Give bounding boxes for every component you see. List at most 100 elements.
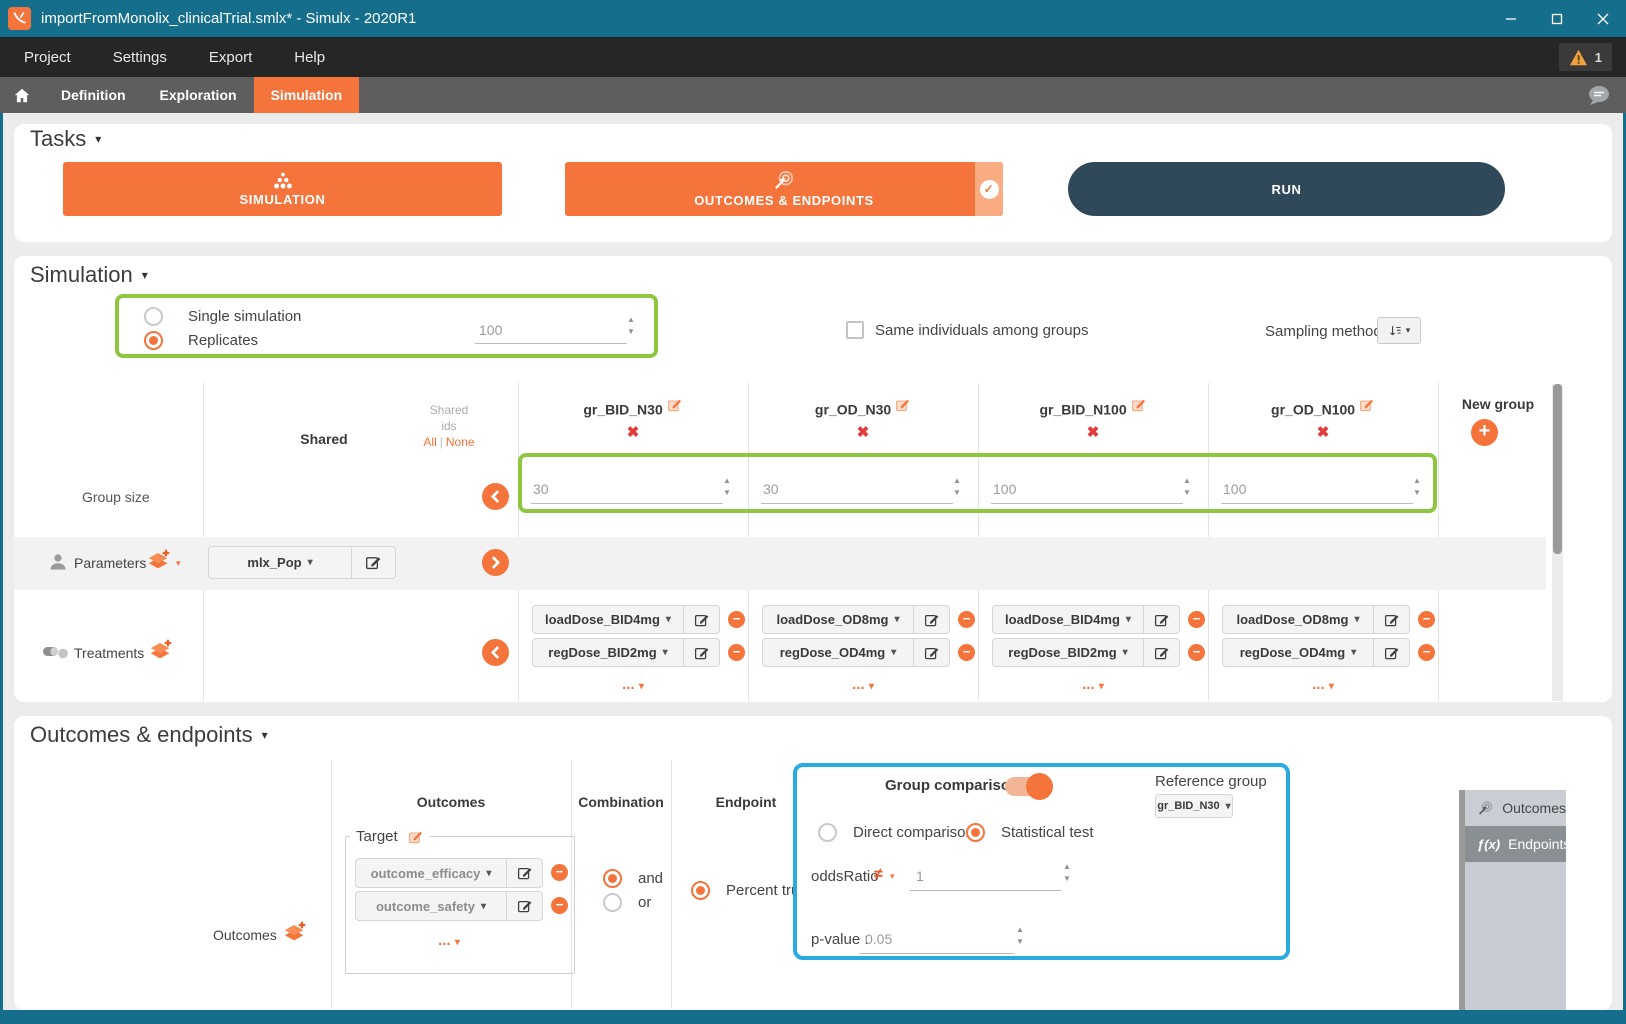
same-individuals-checkbox[interactable] [846, 321, 864, 339]
edit-target-icon[interactable] [408, 829, 424, 845]
table-scrollbar[interactable] [1552, 384, 1563, 701]
menu-help[interactable]: Help [294, 48, 326, 66]
stepper-down-icon[interactable]: ▼ [627, 327, 635, 336]
rename-group-icon[interactable] [895, 397, 911, 413]
group-size-input[interactable]: 100 [993, 481, 1017, 497]
simulation-collapse-caret[interactable]: ▾ [141, 268, 148, 282]
tab-simulation[interactable]: Simulation [253, 77, 360, 113]
tab-definition[interactable]: Definition [61, 87, 126, 103]
treatment-dropdown[interactable]: regDose_OD4mg [1222, 638, 1374, 667]
shared-all-link[interactable]: All [423, 435, 437, 449]
home-button[interactable] [0, 77, 44, 113]
collapse-treatments-chevron[interactable] [482, 639, 509, 666]
direct-comparison-radio[interactable] [818, 823, 837, 842]
group-size-stepper[interactable]: ▲ ▼ [1183, 477, 1191, 497]
treatment-dropdown[interactable]: regDose_OD4mg [762, 638, 914, 667]
edit-outcome-button[interactable] [507, 858, 543, 888]
remove-outcome-button[interactable]: − [551, 897, 568, 914]
group-size-stepper[interactable]: ▲ ▼ [1413, 477, 1421, 497]
edit-treatment-button[interactable] [684, 605, 720, 634]
group-size-input[interactable]: 100 [1223, 481, 1247, 497]
treatment-dropdown[interactable]: loadDose_OD8mg [1222, 605, 1374, 634]
replicates-stepper[interactable]: ▲ ▼ [627, 316, 635, 336]
maximize-button[interactable] [1534, 0, 1580, 37]
more-treatments-link[interactable]: ... ▾ [622, 676, 644, 693]
menu-project[interactable]: Project [24, 48, 71, 66]
stepper-down-icon[interactable]: ▼ [953, 488, 961, 497]
outcome-dropdown[interactable]: outcome_efficacy [355, 858, 507, 888]
warnings-indicator[interactable]: 1 [1558, 43, 1612, 71]
stepper-up-icon[interactable]: ▲ [1183, 476, 1191, 485]
edit-treatment-button[interactable] [1374, 638, 1410, 667]
combination-and-radio[interactable] [603, 869, 622, 888]
stepper-up-icon[interactable]: ▲ [627, 315, 635, 324]
edit-parameter-button[interactable] [352, 546, 396, 579]
sampling-method-dropdown[interactable]: ▾ [1377, 317, 1421, 344]
group-size-input[interactable]: 30 [763, 481, 779, 497]
delete-group-button[interactable]: ✖ [626, 424, 640, 441]
remove-treatment-button[interactable]: − [958, 644, 975, 661]
odds-ratio-operator-dropdown[interactable]: ≠ [874, 866, 883, 883]
edit-outcome-button[interactable] [507, 891, 543, 921]
combination-or-radio[interactable] [603, 893, 622, 912]
rename-group-icon[interactable] [1359, 397, 1375, 413]
menu-export[interactable]: Export [208, 48, 253, 66]
treatment-dropdown[interactable]: regDose_BID2mg [532, 638, 684, 667]
remove-treatment-button[interactable]: − [1418, 644, 1435, 661]
group-size-stepper[interactable]: ▲ ▼ [953, 477, 961, 497]
treatment-dropdown[interactable]: loadDose_OD8mg [762, 605, 914, 634]
edit-treatment-button[interactable] [914, 605, 950, 634]
more-outcomes-link[interactable]: ... ▾ [438, 932, 460, 949]
add-layers-icon[interactable] [146, 548, 172, 572]
stepper-up-icon[interactable]: ▲ [1413, 476, 1421, 485]
remove-treatment-button[interactable]: − [1418, 611, 1435, 628]
tasks-collapse-caret[interactable]: ▾ [95, 132, 102, 146]
stepper-down-icon[interactable]: ▼ [1063, 874, 1071, 883]
group-comparison-toggle[interactable] [1005, 773, 1053, 800]
rename-group-icon[interactable] [667, 397, 683, 413]
feedback-bubble-icon[interactable] [1586, 83, 1612, 112]
add-group-button[interactable]: + [1471, 419, 1498, 446]
expand-parameters-chevron[interactable] [482, 549, 509, 576]
outcome-dropdown[interactable]: outcome_safety [355, 891, 507, 921]
outcomes-task-button[interactable]: OUTCOMES & ENDPOINTS ✓ [565, 162, 1003, 216]
edit-treatment-button[interactable] [684, 638, 720, 667]
treatment-dropdown[interactable]: regDose_BID2mg [992, 638, 1144, 667]
stepper-up-icon[interactable]: ▲ [1016, 925, 1024, 934]
percent-true-radio[interactable] [691, 881, 710, 900]
run-button[interactable]: RUN [1068, 162, 1505, 216]
shared-none-link[interactable]: None [445, 435, 475, 449]
outcomes-collapse-caret[interactable]: ▾ [261, 728, 268, 742]
close-button[interactable] [1580, 0, 1626, 37]
remove-treatment-button[interactable]: − [1188, 644, 1205, 661]
sidebar-tab-outcomes[interactable]: Outcomes [1465, 790, 1566, 826]
remove-treatment-button[interactable]: − [728, 644, 745, 661]
delete-group-button[interactable]: ✖ [1086, 424, 1100, 441]
replicates-count-input[interactable]: 100 [479, 322, 503, 338]
stepper-down-icon[interactable]: ▼ [1183, 488, 1191, 497]
add-layers-icon[interactable] [282, 920, 308, 944]
reference-group-dropdown[interactable]: gr_BID_N30 [1155, 794, 1233, 818]
remove-treatment-button[interactable]: − [1188, 611, 1205, 628]
stepper-up-icon[interactable]: ▲ [953, 476, 961, 485]
stepper-up-icon[interactable]: ▲ [723, 476, 731, 485]
edit-treatment-button[interactable] [1144, 638, 1180, 667]
remove-treatment-button[interactable]: − [958, 611, 975, 628]
edit-treatment-button[interactable] [1374, 605, 1410, 634]
remove-treatment-button[interactable]: − [728, 611, 745, 628]
add-layers-icon[interactable] [148, 638, 174, 662]
more-treatments-link[interactable]: ... ▾ [1312, 676, 1334, 693]
stepper-down-icon[interactable]: ▼ [723, 488, 731, 497]
delete-group-button[interactable]: ✖ [1316, 424, 1330, 441]
more-treatments-link[interactable]: ... ▾ [852, 676, 874, 693]
stepper-down-icon[interactable]: ▼ [1016, 937, 1024, 946]
odds-ratio-stepper[interactable]: ▲ ▼ [1063, 863, 1071, 883]
edit-treatment-button[interactable] [914, 638, 950, 667]
statistical-test-radio[interactable] [966, 823, 985, 842]
collapse-groupsize-chevron[interactable] [482, 483, 509, 510]
menu-settings[interactable]: Settings [112, 48, 167, 66]
scrollbar-thumb[interactable] [1553, 384, 1562, 554]
shared-parameter-dropdown[interactable]: mlx_Pop [208, 546, 352, 579]
odds-ratio-input[interactable]: 1 [916, 868, 924, 884]
stepper-up-icon[interactable]: ▲ [1063, 862, 1071, 871]
